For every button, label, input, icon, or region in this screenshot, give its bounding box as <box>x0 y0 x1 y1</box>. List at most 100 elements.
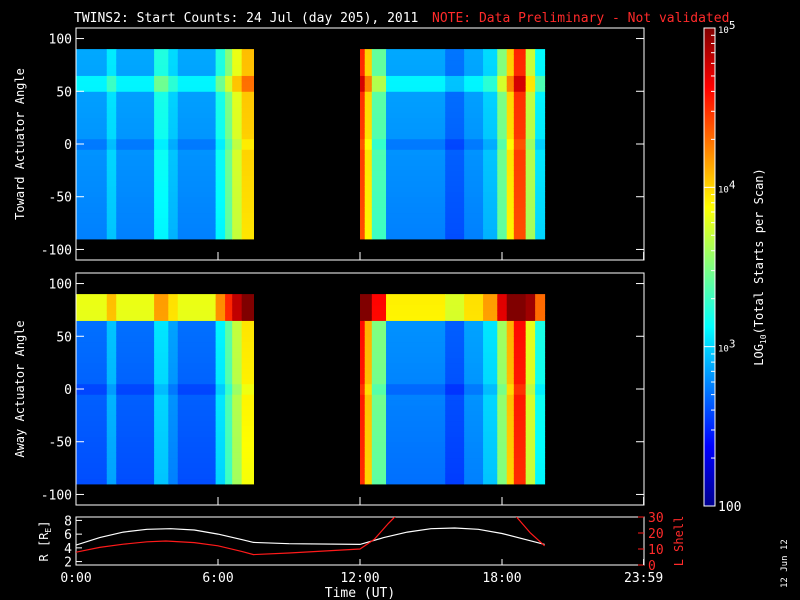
heatmap-cell-toward-4-10 <box>168 180 179 187</box>
heatmap-cell-toward-15-26 <box>464 96 484 103</box>
heatmap-cell-toward-21-13 <box>535 165 546 171</box>
heatmap-cell-away-12-13 <box>371 410 387 416</box>
heatmap-cell-toward-8-35 <box>232 49 243 55</box>
heatmap-cell-away-5-0 <box>177 478 217 485</box>
heatmap-cell-toward-17-26 <box>497 96 508 103</box>
heatmap-cell-away-2-2 <box>116 468 155 474</box>
heatmap-cell-away-4-32 <box>168 309 179 316</box>
heatmap-cell-away-10-31 <box>360 315 366 321</box>
heatmap-cell-away-9-20 <box>241 373 254 379</box>
heatmap-cell-away-7-17 <box>225 389 233 395</box>
heatmap-cell-away-18-24 <box>506 352 515 358</box>
heatmap-cell-away-0-18 <box>76 383 108 390</box>
heatmap-cell-away-16-31 <box>483 315 498 321</box>
heatmap-cell-toward-4-17 <box>168 144 179 150</box>
heatmap-cell-away-18-6 <box>506 447 515 453</box>
heatmap-cell-away-19-10 <box>513 425 527 432</box>
heatmap-cell-toward-17-6 <box>497 202 508 208</box>
heatmap-cell-toward-11-20 <box>364 128 373 134</box>
heatmap-cell-away-4-5 <box>168 452 179 459</box>
heatmap-cell-toward-13-14 <box>386 159 446 166</box>
heatmap-cell-toward-5-13 <box>177 165 217 171</box>
heatmap-cell-away-14-8 <box>445 436 465 443</box>
heatmap-cell-toward-15-34 <box>464 54 484 61</box>
heatmap-cell-away-4-18 <box>168 383 179 390</box>
heatmap-cell-toward-3-22 <box>154 117 169 124</box>
heatmap-cell-toward-3-20 <box>154 128 169 134</box>
heatmap-cell-toward-2-31 <box>116 70 155 76</box>
heatmap-cell-toward-19-5 <box>513 207 527 214</box>
heatmap-cell-toward-18-21 <box>506 122 515 129</box>
heatmap-cell-away-19-1 <box>513 473 527 480</box>
heatmap-cell-toward-10-9 <box>360 186 366 192</box>
heatmap-cell-away-3-22 <box>154 362 169 369</box>
heatmap-cell-toward-4-34 <box>168 54 179 61</box>
heatmap-cell-away-10-8 <box>360 436 366 443</box>
heatmap-cell-away-5-11 <box>177 420 217 427</box>
heatmap-cell-toward-20-11 <box>525 175 536 182</box>
heatmap-cell-toward-17-0 <box>497 233 508 240</box>
heatmap-cell-toward-18-5 <box>506 207 515 214</box>
heatmap-cell-toward-7-15 <box>225 154 233 161</box>
heatmap-cell-away-17-25 <box>497 346 508 353</box>
heatmap-cell-toward-8-24 <box>232 107 243 113</box>
heatmap-cell-away-1-14 <box>106 404 117 411</box>
heatmap-cell-toward-0-13 <box>76 165 108 171</box>
heatmap-cell-away-16-7 <box>483 441 498 448</box>
heatmap-cell-away-12-16 <box>371 394 387 401</box>
heatmap-cell-toward-20-25 <box>525 101 536 108</box>
heatmap-cell-toward-5-2 <box>177 223 217 229</box>
heatmap-cell-away-17-32 <box>497 309 508 316</box>
heatmap-cell-toward-13-10 <box>386 180 446 187</box>
heatmap-cell-away-8-24 <box>232 352 243 358</box>
heatmap-cell-toward-3-16 <box>154 149 169 156</box>
heatmap-cell-away-5-5 <box>177 452 217 459</box>
heatmap-cell-away-5-25 <box>177 346 217 353</box>
heatmap-cell-away-2-16 <box>116 394 155 401</box>
away-heatmap-cells <box>76 294 546 485</box>
heatmap-cell-away-13-13 <box>386 410 446 416</box>
heatmap-cell-away-21-12 <box>535 415 546 422</box>
heatmap-cell-away-6-6 <box>215 447 226 453</box>
heatmap-cell-away-6-7 <box>215 441 226 448</box>
heatmap-cell-toward-5-0 <box>177 233 217 240</box>
heatmap-cell-toward-2-30 <box>116 75 155 82</box>
heatmap-cell-away-13-10 <box>386 425 446 432</box>
toward-heatmap-cells <box>76 49 546 240</box>
heatmap-cell-toward-21-15 <box>535 154 546 161</box>
heatmap-cell-away-6-1 <box>215 473 226 480</box>
heatmap-cell-toward-1-20 <box>106 128 117 134</box>
heatmap-cell-toward-19-24 <box>513 107 527 113</box>
heatmap-cell-away-6-32 <box>215 309 226 316</box>
heatmap-cell-away-10-13 <box>360 410 366 416</box>
heatmap-cell-toward-20-27 <box>525 91 536 98</box>
heatmap-cell-toward-5-11 <box>177 175 217 182</box>
heatmap-cell-toward-17-14 <box>497 159 508 166</box>
heatmap-cell-away-20-27 <box>525 336 536 343</box>
heatmap-cell-toward-0-33 <box>76 59 108 66</box>
heatmap-cell-away-6-0 <box>215 478 226 485</box>
heatmap-cell-away-10-24 <box>360 352 366 358</box>
heatmap-cell-away-12-34 <box>371 299 387 306</box>
heatmap-cell-toward-21-10 <box>535 180 546 187</box>
heatmap-cell-away-19-18 <box>513 383 527 390</box>
heatmap-cell-away-9-14 <box>241 404 254 411</box>
heatmap-cell-away-4-15 <box>168 399 179 406</box>
heatmap-cell-toward-18-3 <box>506 217 515 224</box>
heatmap-cell-toward-1-24 <box>106 107 117 113</box>
heatmap-cell-toward-14-8 <box>445 191 465 198</box>
heatmap-cell-away-16-2 <box>483 468 498 474</box>
heatmap-cell-away-16-19 <box>483 378 498 385</box>
heatmap-cell-toward-8-0 <box>232 233 243 240</box>
heatmap-cell-away-21-16 <box>535 394 546 401</box>
heatmap-cell-away-4-17 <box>168 389 179 395</box>
heatmap-cell-toward-7-24 <box>225 107 233 113</box>
heatmap-cell-toward-21-4 <box>535 212 546 219</box>
heatmap-cell-away-12-10 <box>371 425 387 432</box>
heatmap-cell-toward-7-25 <box>225 101 233 108</box>
heatmap-cell-toward-13-16 <box>386 149 446 156</box>
heatmap-cell-away-10-17 <box>360 389 366 395</box>
heatmap-cell-away-14-29 <box>445 325 465 332</box>
heatmap-cell-away-11-28 <box>364 331 373 337</box>
heatmap-cell-toward-16-31 <box>483 70 498 76</box>
